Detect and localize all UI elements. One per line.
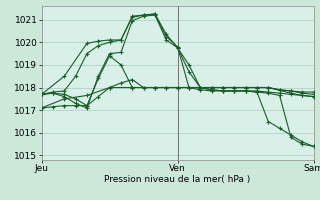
X-axis label: Pression niveau de la mer( hPa ): Pression niveau de la mer( hPa )	[104, 175, 251, 184]
